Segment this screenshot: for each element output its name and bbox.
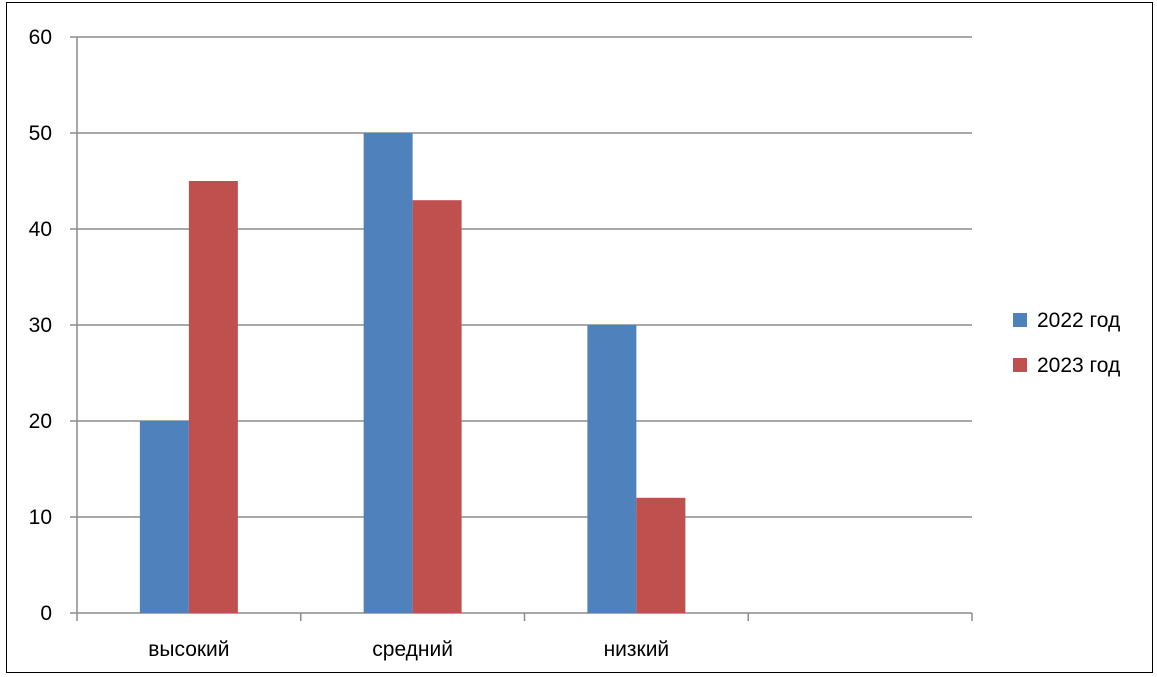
y-tick-label-40: 40 (29, 218, 52, 241)
x-tick-label-1: средний (372, 638, 453, 661)
y-tick-label-20: 20 (29, 410, 52, 433)
bar-высокий-2023-год (188, 181, 238, 613)
y-tick-label-10: 10 (29, 506, 52, 529)
bar-низкий-2023-год (636, 497, 686, 613)
y-tick-label-0: 0 (40, 602, 52, 625)
y-tick-label-50: 50 (29, 122, 52, 145)
legend-label-0: 2022 год (1037, 309, 1120, 332)
x-tick-label-0: высокий (148, 638, 229, 661)
legend-swatch-1 (1013, 358, 1027, 372)
bar-низкий-2022-год (587, 325, 637, 613)
bar-средний-2022-год (363, 133, 413, 613)
legend-swatch-0 (1013, 313, 1027, 327)
bar-средний-2023-год (412, 200, 462, 613)
bar-высокий-2022-год (139, 421, 189, 613)
x-tick-label-2: низкий (604, 638, 670, 661)
y-tick-label-60: 60 (29, 26, 52, 49)
legend-label-1: 2023 год (1037, 354, 1120, 377)
y-tick-label-30: 30 (29, 314, 52, 337)
